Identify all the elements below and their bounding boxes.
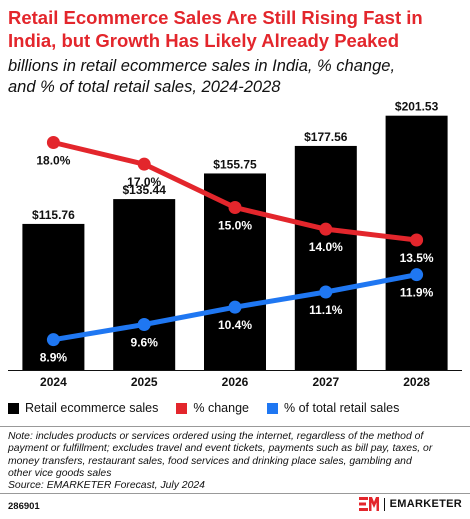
legend-label-bar: Retail ecommerce sales [25,401,159,415]
point-change-2027 [319,222,333,236]
chart-notes: Note: includes products or services orde… [0,426,470,494]
legend-swatch-bar [8,402,19,414]
brand-name: EMARKETER [389,498,462,510]
source-line: Source: EMARKETER Forecast, July 2024 [8,480,205,492]
point-change-2025 [137,157,151,171]
point-share-2028 [410,268,424,282]
bar-2025 [113,199,176,370]
label-change-2024: 18.0% [36,154,70,168]
chart-subtitle-line1: billions in retail ecommerce sales in In… [8,57,396,75]
chart-id: 286901 [8,501,40,512]
bar-2024 [22,223,85,370]
point-share-2024 [46,333,60,347]
x-tick-label-2027: 2027 [312,375,339,389]
chart-title-line2: India, but Growth Has Likely Already Pea… [8,30,400,51]
legend-swatch-share [267,402,278,414]
chart-title-line1: Retail Ecommerce Sales Are Still Rising … [8,7,423,28]
label-share-2027: 11.1% [309,303,343,317]
x-tick-label-2028: 2028 [403,375,430,389]
legend-item-bar: Retail ecommerce sales [8,401,158,415]
logo-divider [383,497,385,511]
point-share-2026 [228,300,242,314]
chart-subtitle: billions in retail ecommerce sales in In… [8,56,464,98]
label-change-2028: 13.5% [400,251,434,265]
note-line1: Note: includes products or services orde… [8,431,424,442]
legend: Retail ecommerce sales % change % of tot… [8,400,464,416]
bar-value-label-2027: $177.56 [304,130,348,144]
chart-title: Retail Ecommerce Sales Are Still Rising … [8,6,464,52]
label-share-2026: 10.4% [218,318,252,332]
legend-swatch-change [176,402,188,414]
label-share-2025: 9.6% [131,336,159,350]
point-share-2027 [319,285,333,299]
bar-value-label-2025: $135.44 [123,183,167,197]
bar-value-label-2026: $155.75 [213,157,257,171]
emarketer-logo-icon [358,497,379,511]
legend-item-change: % change [176,401,249,415]
point-share-2025 [137,318,151,331]
x-tick-label-2025: 2025 [131,375,158,389]
note-line4: other vice goods sales [8,467,112,479]
label-change-2026: 15.0% [218,219,252,233]
chart-subtitle-line2: and % of total retail sales, 2024-2028 [8,78,281,96]
label-change-2027: 14.0% [309,240,343,254]
point-change-2028 [410,233,424,247]
bar-value-label-2024: $115.76 [32,208,75,222]
legend-label-change: % change [193,401,249,415]
label-change-2025: 17.0% [127,175,161,189]
legend-label-share: % of total retail sales [284,401,400,415]
legend-item-share: % of total retail sales [267,401,399,415]
note-line3: money transfers, restaurant sales, food … [8,455,412,467]
point-change-2026 [228,201,242,214]
brand-logo: EMARKETER [358,497,462,511]
bar-value-label-2028: $201.53 [395,100,439,114]
label-share-2024: 8.9% [40,351,68,365]
x-tick-label-2024: 2024 [40,375,67,389]
point-change-2024 [46,136,60,149]
bar-2027 [294,145,357,370]
note-line2: payment or fulfillment; excludes travel … [8,443,433,455]
x-tick-label-2026: 2026 [222,375,249,389]
label-share-2028: 11.9% [400,286,434,300]
